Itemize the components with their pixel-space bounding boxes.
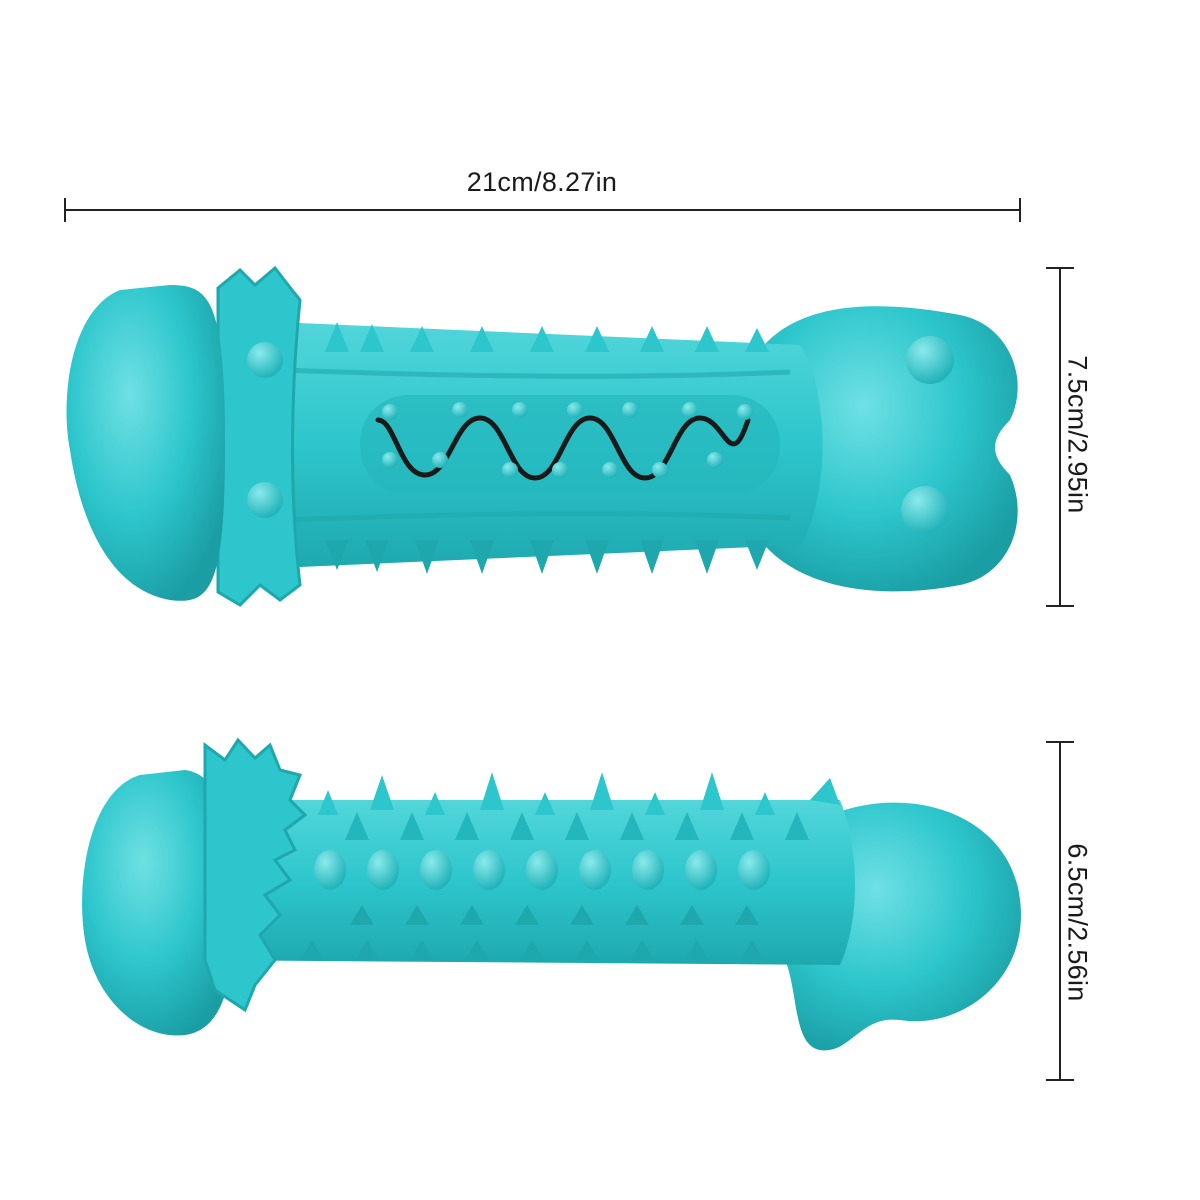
width-label: 21cm/8.27in (466, 167, 618, 197)
toy-bone-front-view (66, 265, 1018, 607)
top-spikes-row (325, 322, 769, 352)
bone-end-left (66, 285, 225, 601)
collar (203, 737, 308, 1013)
height-label-top: 7.5cm/2.95in (1062, 355, 1093, 514)
height-dimension-line-bottom (1046, 741, 1074, 1081)
bottom-spikes-row (325, 540, 769, 574)
nub-row (314, 850, 770, 890)
collar (216, 265, 302, 607)
bone-end-right (760, 306, 1018, 592)
width-dimension-line (64, 198, 1021, 222)
knob (247, 342, 283, 378)
knob (906, 336, 954, 384)
tall-spikes-row (370, 772, 724, 810)
mid-spikes-row (345, 812, 809, 840)
bottom-spikes-row (300, 940, 764, 960)
knob (247, 482, 283, 518)
lower-spikes-row (350, 905, 759, 925)
bone-end-left (82, 770, 235, 1036)
height-label-bottom: 6.5cm/2.56in (1062, 843, 1093, 1002)
groove-bumps (382, 402, 753, 478)
height-dimension-line-top (1046, 267, 1074, 607)
knob (901, 486, 949, 534)
toy-bone-side-view (82, 737, 1021, 1051)
small-top-spikes (318, 778, 840, 815)
wavy-groove (375, 415, 751, 481)
